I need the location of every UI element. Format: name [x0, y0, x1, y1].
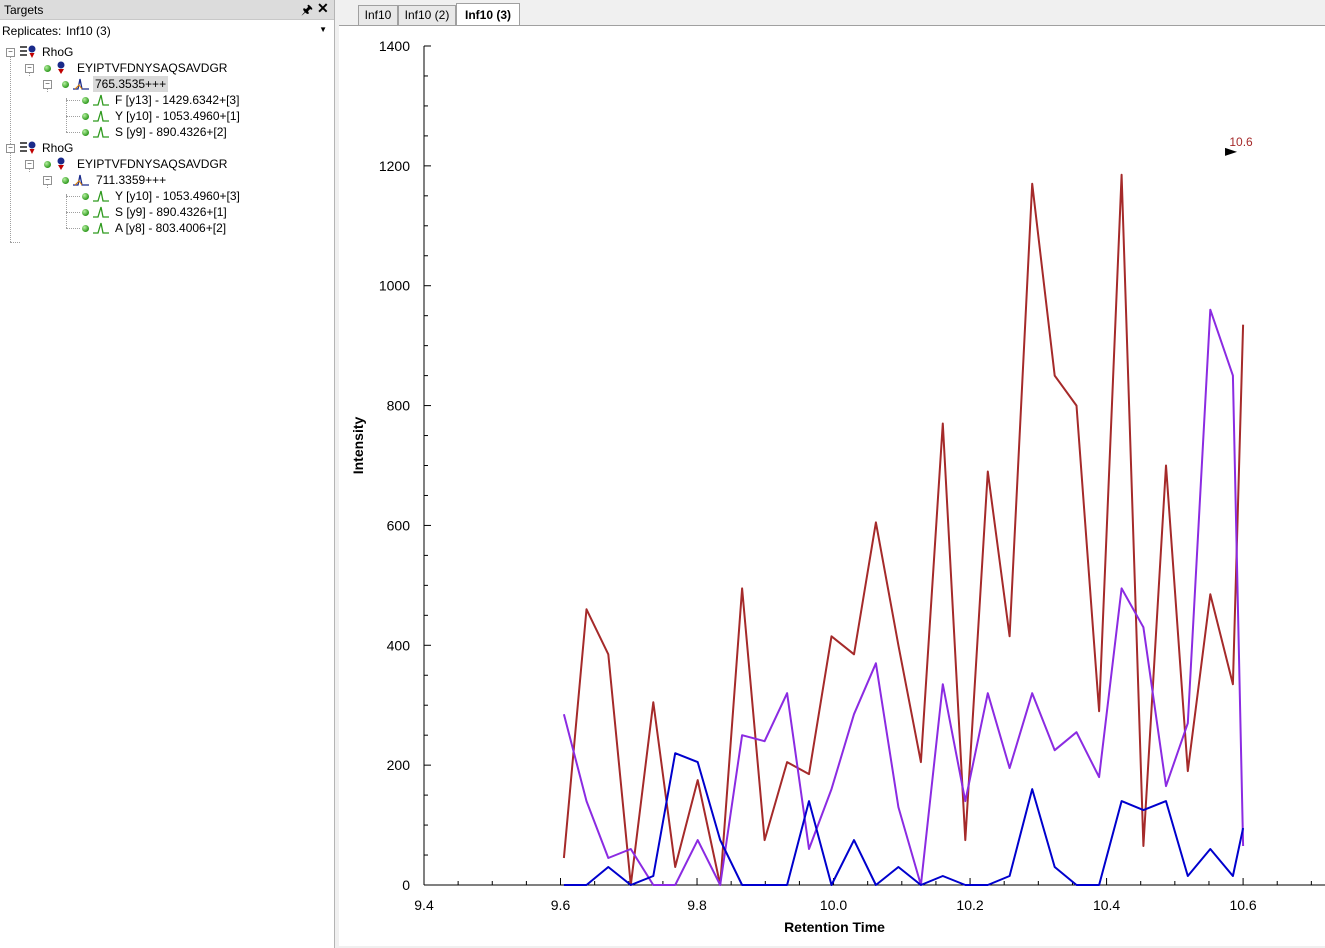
status-dot-icon	[44, 65, 51, 72]
tree-node-protein[interactable]: − RhoG	[0, 44, 334, 60]
peptide-icon	[57, 61, 65, 74]
peak-annotation-label: 10.6	[1229, 135, 1253, 149]
y-tick-label: 1400	[379, 38, 410, 54]
tree-node-peptide[interactable]: − EYIPTVFDNYSAQSAVDGR	[0, 156, 334, 172]
targets-panel: Targets 🖈 ✕ Replicates: Inf10 (3) ▼ −	[0, 0, 335, 948]
y-tick-label: 600	[387, 517, 411, 533]
tab-inf10-2[interactable]: Inf10 (2)	[398, 5, 456, 25]
y-tick-label: 1200	[379, 158, 410, 174]
transition-label: A [y8] - 803.4006+[2]	[115, 221, 227, 235]
tree-node-precursor[interactable]: − 765.3535+++	[0, 76, 334, 92]
tree-node-transition[interactable]: S [y9] - 890.4326+[1]	[0, 204, 334, 220]
tree-node-transition[interactable]: Y [y10] - 1053.4960+[1]	[0, 108, 334, 124]
collapse-icon[interactable]: −	[43, 80, 52, 89]
x-tick-label: 9.6	[551, 897, 571, 913]
status-dot-icon	[44, 161, 51, 168]
tree-node-transition[interactable]: F [y13] - 1429.6342+[3]	[0, 92, 334, 108]
collapse-icon[interactable]: −	[25, 64, 34, 73]
transition-label: S [y9] - 890.4326+[2]	[115, 125, 227, 139]
x-tick-label: 10.0	[820, 897, 847, 913]
status-dot-icon	[82, 225, 89, 232]
protein-label: RhoG	[42, 45, 74, 59]
collapse-icon[interactable]: −	[25, 160, 34, 169]
y-tick-label: 0	[402, 877, 410, 893]
transition-label: Y [y10] - 1053.4960+[1]	[115, 109, 240, 123]
transition-peak-icon	[93, 206, 109, 218]
transition-label: Y [y10] - 1053.4960+[3]	[115, 189, 240, 203]
collapse-icon[interactable]: −	[6, 48, 15, 57]
x-axis-title: Retention Time	[784, 919, 885, 935]
status-dot-icon	[82, 129, 89, 136]
status-dot-icon	[82, 97, 89, 104]
tree-node-transition[interactable]: Y [y10] - 1053.4960+[3]	[0, 188, 334, 204]
transition-peak-icon	[93, 222, 109, 234]
x-tick-label: 10.2	[956, 897, 983, 913]
tree-node-protein[interactable]: − RhoG	[0, 140, 334, 156]
chromatogram-pane[interactable]: 0 200 400 600 800 1000 1200 1400 9.4 9.6 9.8 10.0 10…	[339, 25, 1325, 946]
peptide-label: EYIPTVFDNYSAQSAVDGR	[77, 61, 228, 75]
tab-inf10-3[interactable]: Inf10 (3)	[456, 3, 520, 26]
precursor-label: 765.3535+++	[93, 76, 169, 92]
collapse-icon[interactable]: −	[43, 176, 52, 185]
tab-inf10[interactable]: Inf10	[358, 5, 398, 25]
series-line-0[interactable]	[562, 173, 1245, 886]
replicates-selected-value: Inf10 (3)	[66, 24, 111, 38]
panel-title: Targets	[4, 3, 44, 17]
tree-node-peptide[interactable]: − EYIPTVFDNYSAQSAVDGR	[0, 60, 334, 76]
x-tick-label: 9.4	[414, 897, 434, 913]
y-tick-label: 1000	[379, 278, 410, 294]
series-line-1[interactable]	[562, 308, 1245, 886]
x-tick-label: 10.6	[1229, 897, 1256, 913]
transition-peak-icon	[93, 126, 109, 138]
precursor-peak-icon	[73, 78, 89, 90]
replicates-label: Replicates:	[2, 24, 62, 38]
close-icon[interactable]: ✕	[317, 0, 329, 16]
replicate-tabstrip: Inf10 Inf10 (2) Inf10 (3)	[338, 0, 1325, 26]
pin-icon[interactable]: 🖈	[301, 2, 314, 17]
status-dot-icon	[62, 81, 69, 88]
y-tick-label: 800	[387, 398, 411, 414]
collapse-icon[interactable]: −	[6, 144, 15, 153]
peptide-label: EYIPTVFDNYSAQSAVDGR	[77, 157, 228, 171]
transition-peak-icon	[93, 110, 109, 122]
status-dot-icon	[82, 193, 89, 200]
replicates-dropdown[interactable]: Inf10 (3) ▼	[62, 22, 330, 40]
replicates-row: Replicates: Inf10 (3) ▼	[0, 20, 334, 42]
chromatogram-chart[interactable]: 0 200 400 600 800 1000 1200 1400 9.4 9.6 9.8 10.0 10…	[339, 26, 1325, 946]
protein-label: RhoG	[42, 141, 74, 155]
series-line-2[interactable]	[563, 752, 1245, 886]
protein-icon	[20, 45, 36, 58]
status-dot-icon	[82, 209, 89, 216]
peptide-icon	[57, 157, 65, 170]
chevron-down-icon[interactable]: ▼	[319, 25, 327, 34]
transition-peak-icon	[93, 94, 109, 106]
tree-node-transition[interactable]: A [y8] - 803.4006+[2]	[0, 220, 334, 236]
precursor-peak-icon	[73, 174, 89, 186]
status-dot-icon	[62, 177, 69, 184]
status-dot-icon	[82, 113, 89, 120]
transition-peak-icon	[93, 190, 109, 202]
peak-marker-arrow-icon	[1225, 147, 1238, 156]
protein-icon	[20, 141, 36, 154]
x-tick-label: 9.8	[687, 897, 707, 913]
y-axis-title: Intensity	[350, 417, 366, 475]
tree-node-precursor[interactable]: − 711.3359+++	[0, 172, 334, 188]
y-tick-label: 200	[387, 757, 411, 773]
precursor-label: 711.3359+++	[96, 173, 167, 187]
x-tick-label: 10.4	[1093, 897, 1120, 913]
panel-titlebar: Targets 🖈 ✕	[0, 0, 334, 20]
y-tick-label: 400	[387, 637, 411, 653]
transition-label: F [y13] - 1429.6342+[3]	[115, 93, 240, 107]
targets-tree: − RhoG − EYIPTVFDNYSAQSAVDGR − 765.3535+…	[0, 42, 334, 252]
tree-node-transition[interactable]: S [y9] - 890.4326+[2]	[0, 124, 334, 140]
transition-label: S [y9] - 890.4326+[1]	[115, 205, 227, 219]
